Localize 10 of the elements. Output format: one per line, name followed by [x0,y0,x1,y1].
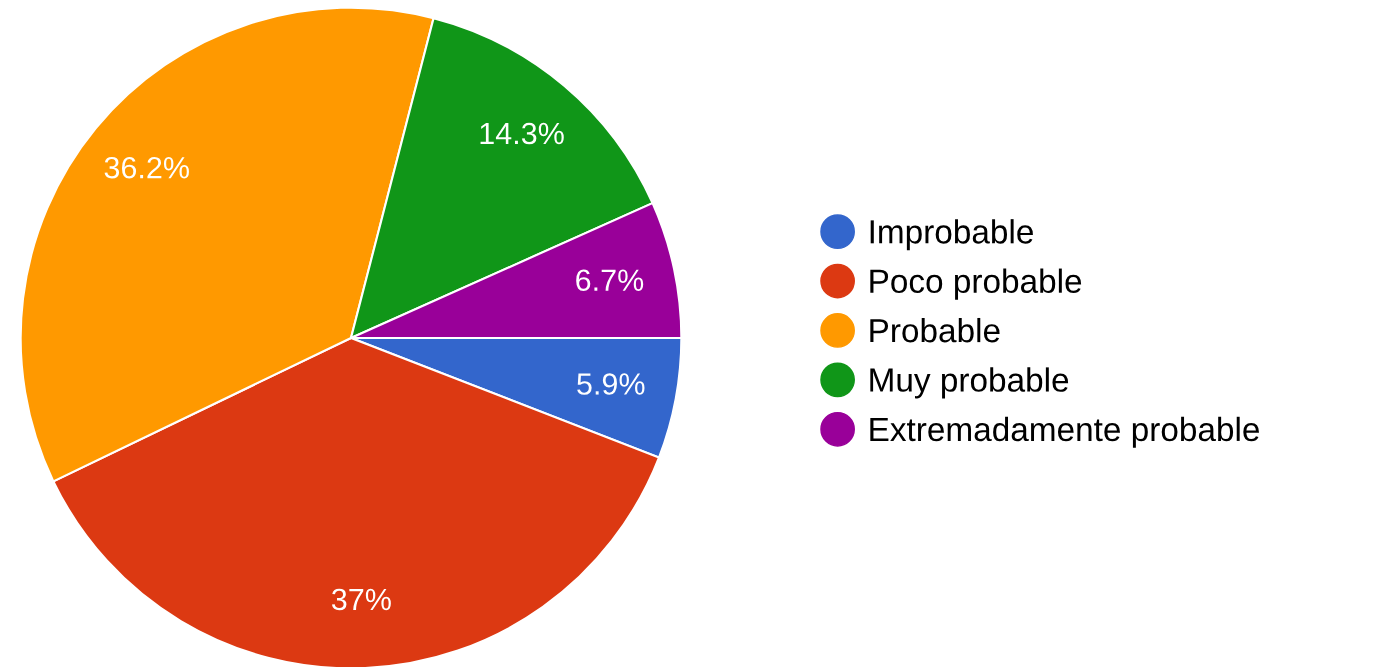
data-label: 5.9% [577,373,645,395]
legend-label: Probable [870,317,1000,343]
legend-label: Muy probable [870,367,1069,399]
legend-label: Extremadamente probable [870,416,1259,448]
data-label: 14.3% [480,122,564,145]
data-label: 37% [331,588,391,611]
data-label: 6.7% [576,269,644,292]
legend-label: Improbable [870,219,1033,251]
data-label: 36.2% [104,156,189,179]
legend-label: Poco probable [870,268,1082,300]
